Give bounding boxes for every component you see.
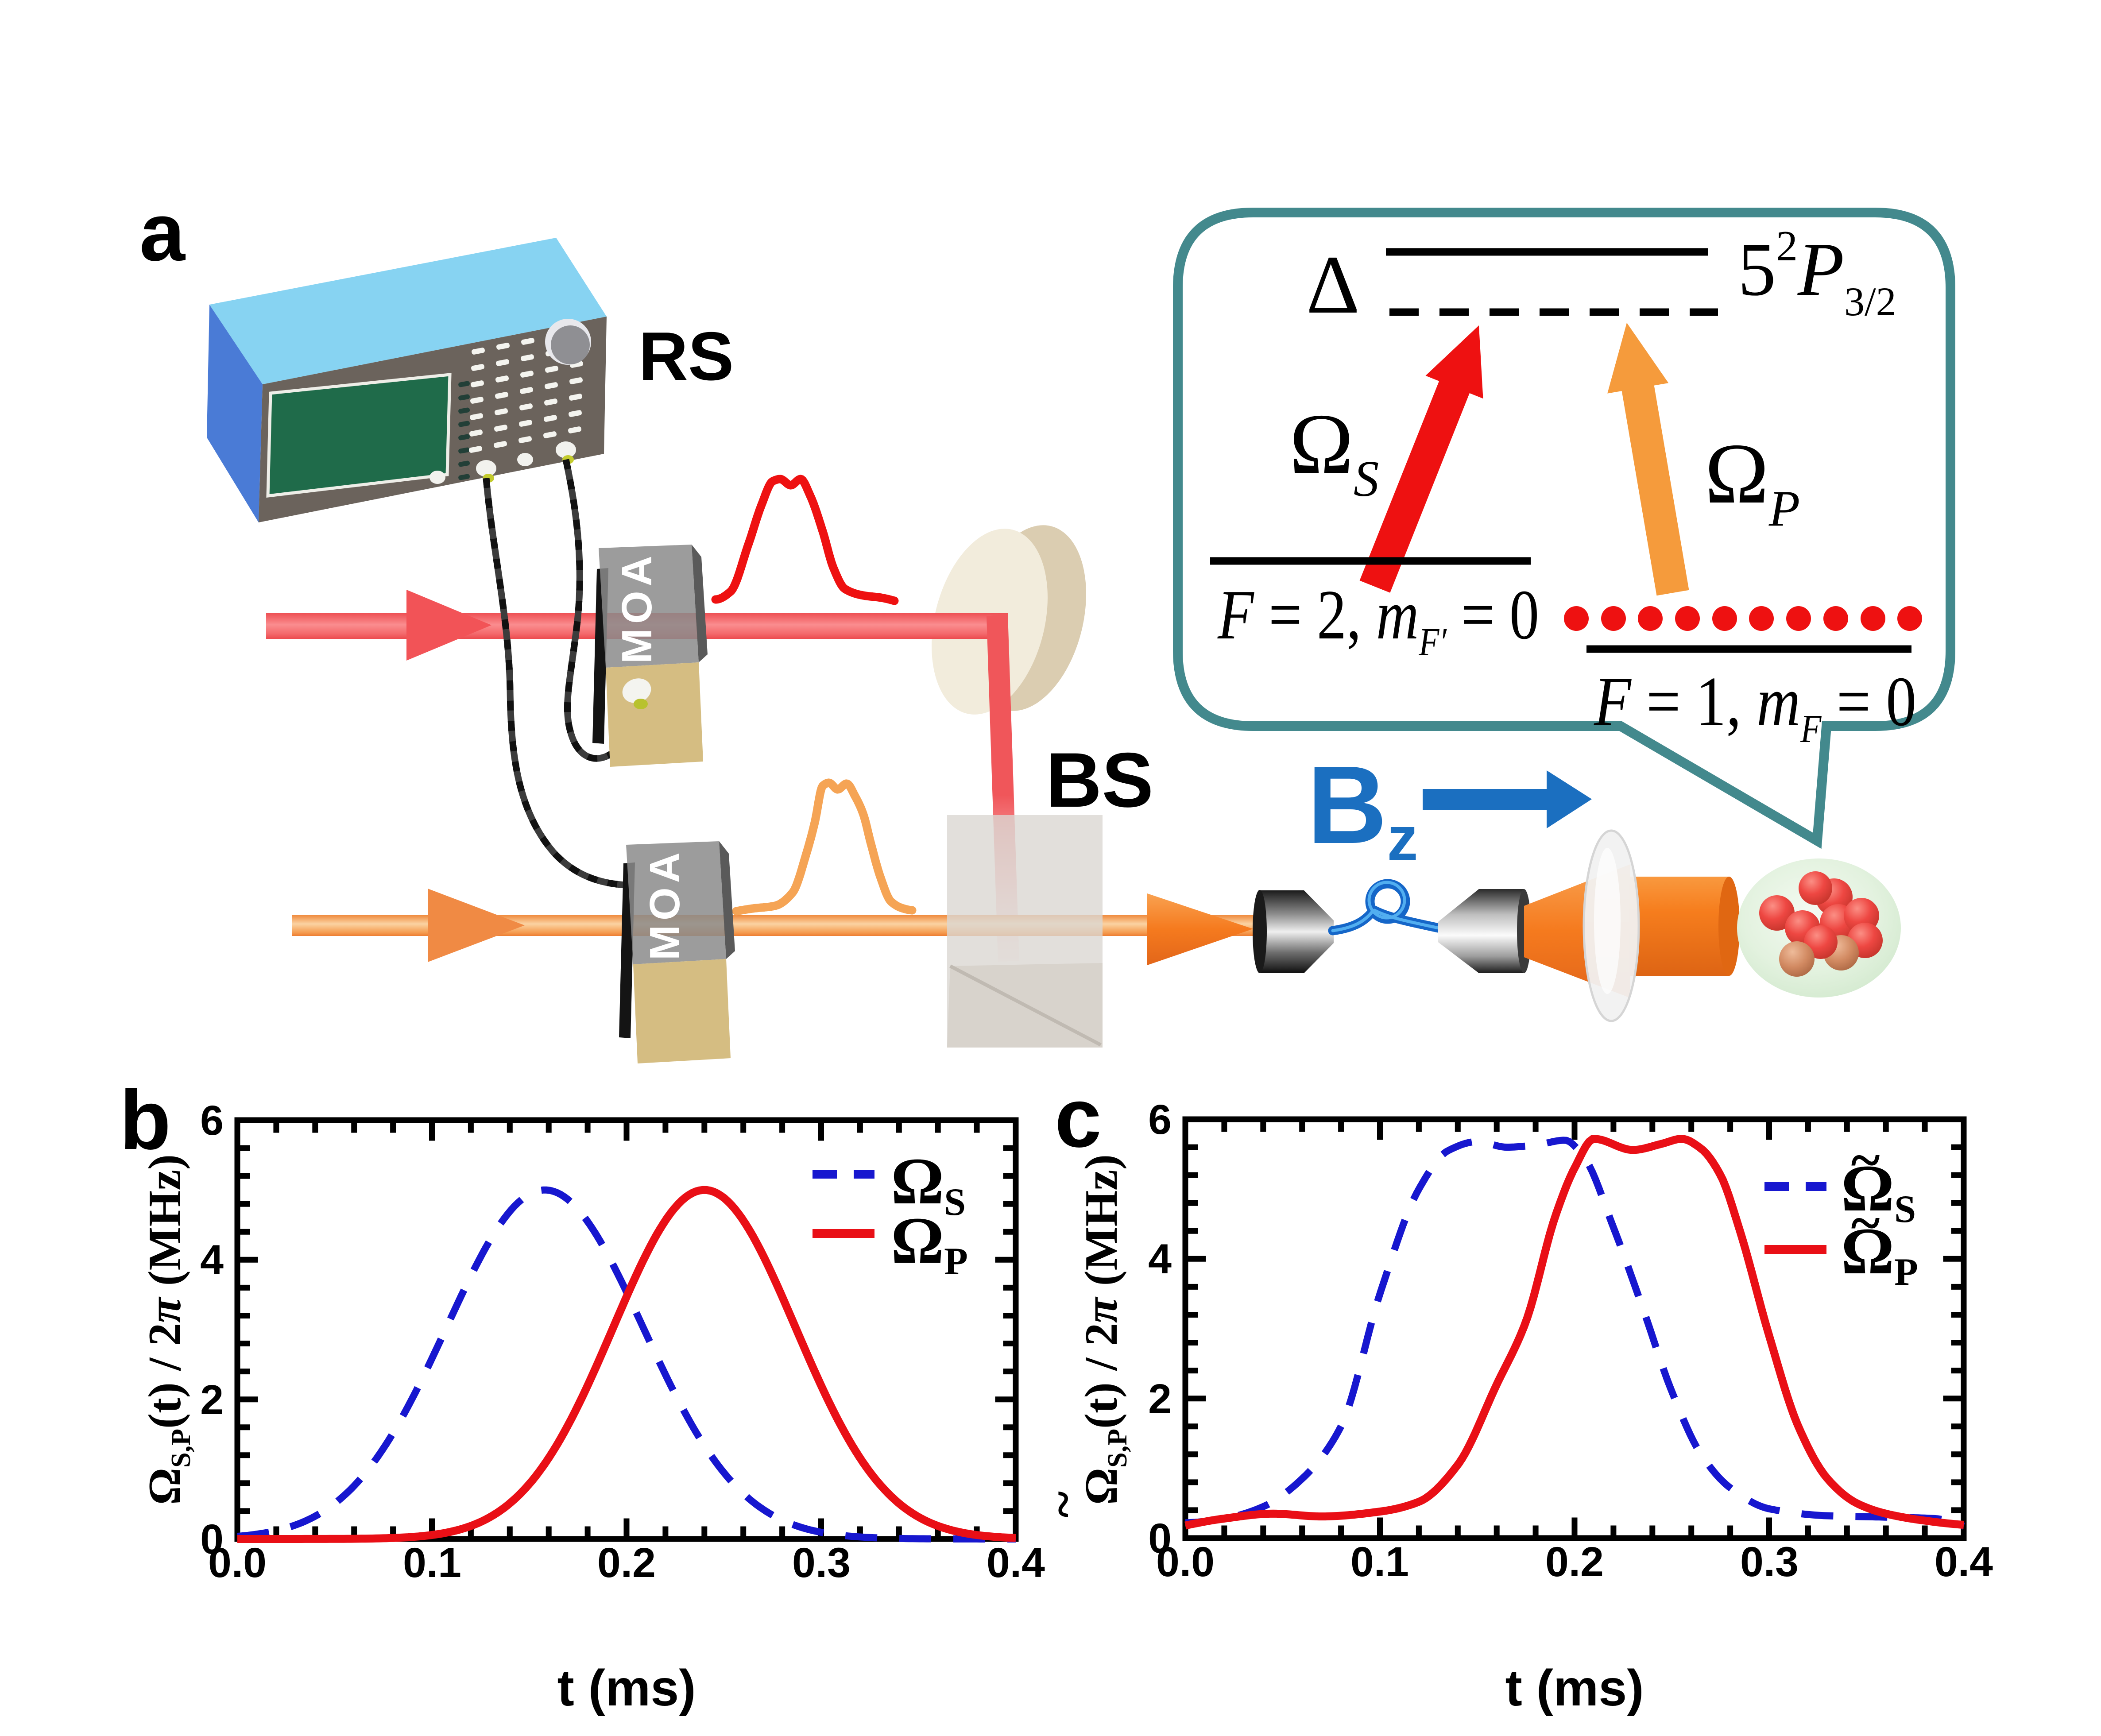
svg-text:4: 4 bbox=[1148, 1236, 1172, 1283]
svg-text:0.2: 0.2 bbox=[597, 1539, 656, 1586]
svg-text:a: a bbox=[139, 187, 186, 278]
svg-text:4: 4 bbox=[200, 1237, 224, 1284]
svg-text:MOA: MOA bbox=[641, 848, 689, 960]
svg-text:0.0: 0.0 bbox=[208, 1539, 267, 1586]
svg-text:RS: RS bbox=[638, 318, 734, 394]
svg-text:BS: BS bbox=[1046, 737, 1153, 824]
svg-text:MOA: MOA bbox=[613, 551, 661, 664]
svg-text:~: ~ bbox=[1851, 1193, 1880, 1254]
svg-text:t (ms): t (ms) bbox=[557, 1660, 696, 1717]
svg-text:6: 6 bbox=[1148, 1096, 1172, 1143]
svg-text:0: 0 bbox=[200, 1516, 224, 1563]
svg-text:0.2: 0.2 bbox=[1545, 1539, 1604, 1585]
svg-text:0.1: 0.1 bbox=[1350, 1539, 1409, 1585]
svg-text:ΩS,P(t) / 2π (MHz): ΩS,P(t) / 2π (MHz) bbox=[1075, 1154, 1133, 1505]
svg-text:0.3: 0.3 bbox=[1740, 1539, 1799, 1585]
svg-text:F = 1, mF = 0: F = 1, mF = 0 bbox=[1594, 662, 1916, 751]
svg-text:0.1: 0.1 bbox=[403, 1539, 461, 1586]
svg-text:~: ~ bbox=[1035, 1491, 1091, 1518]
svg-text:0.4: 0.4 bbox=[987, 1539, 1045, 1586]
svg-text:0.4: 0.4 bbox=[1935, 1539, 1993, 1585]
svg-text:2: 2 bbox=[1148, 1376, 1172, 1423]
svg-text:6: 6 bbox=[200, 1097, 224, 1144]
svg-text:0.0: 0.0 bbox=[1156, 1539, 1215, 1585]
svg-text:~: ~ bbox=[1851, 1130, 1880, 1191]
svg-text:t (ms): t (ms) bbox=[1505, 1660, 1644, 1717]
svg-text:ΩS: ΩS bbox=[1289, 396, 1379, 507]
svg-text:c: c bbox=[1055, 1071, 1102, 1165]
svg-text:Bz: Bz bbox=[1307, 743, 1418, 873]
svg-text:2: 2 bbox=[200, 1376, 224, 1423]
svg-text:F = 2, mF′ = 0: F = 2, mF′ = 0 bbox=[1217, 575, 1539, 664]
svg-text:ΩS,P(t) / 2π (MHz): ΩS,P(t) / 2π (MHz) bbox=[139, 1154, 196, 1505]
svg-text:Δ: Δ bbox=[1306, 238, 1360, 331]
svg-text:0.3: 0.3 bbox=[792, 1539, 851, 1586]
svg-text:0: 0 bbox=[1148, 1515, 1172, 1562]
svg-text:b: b bbox=[120, 1073, 171, 1167]
